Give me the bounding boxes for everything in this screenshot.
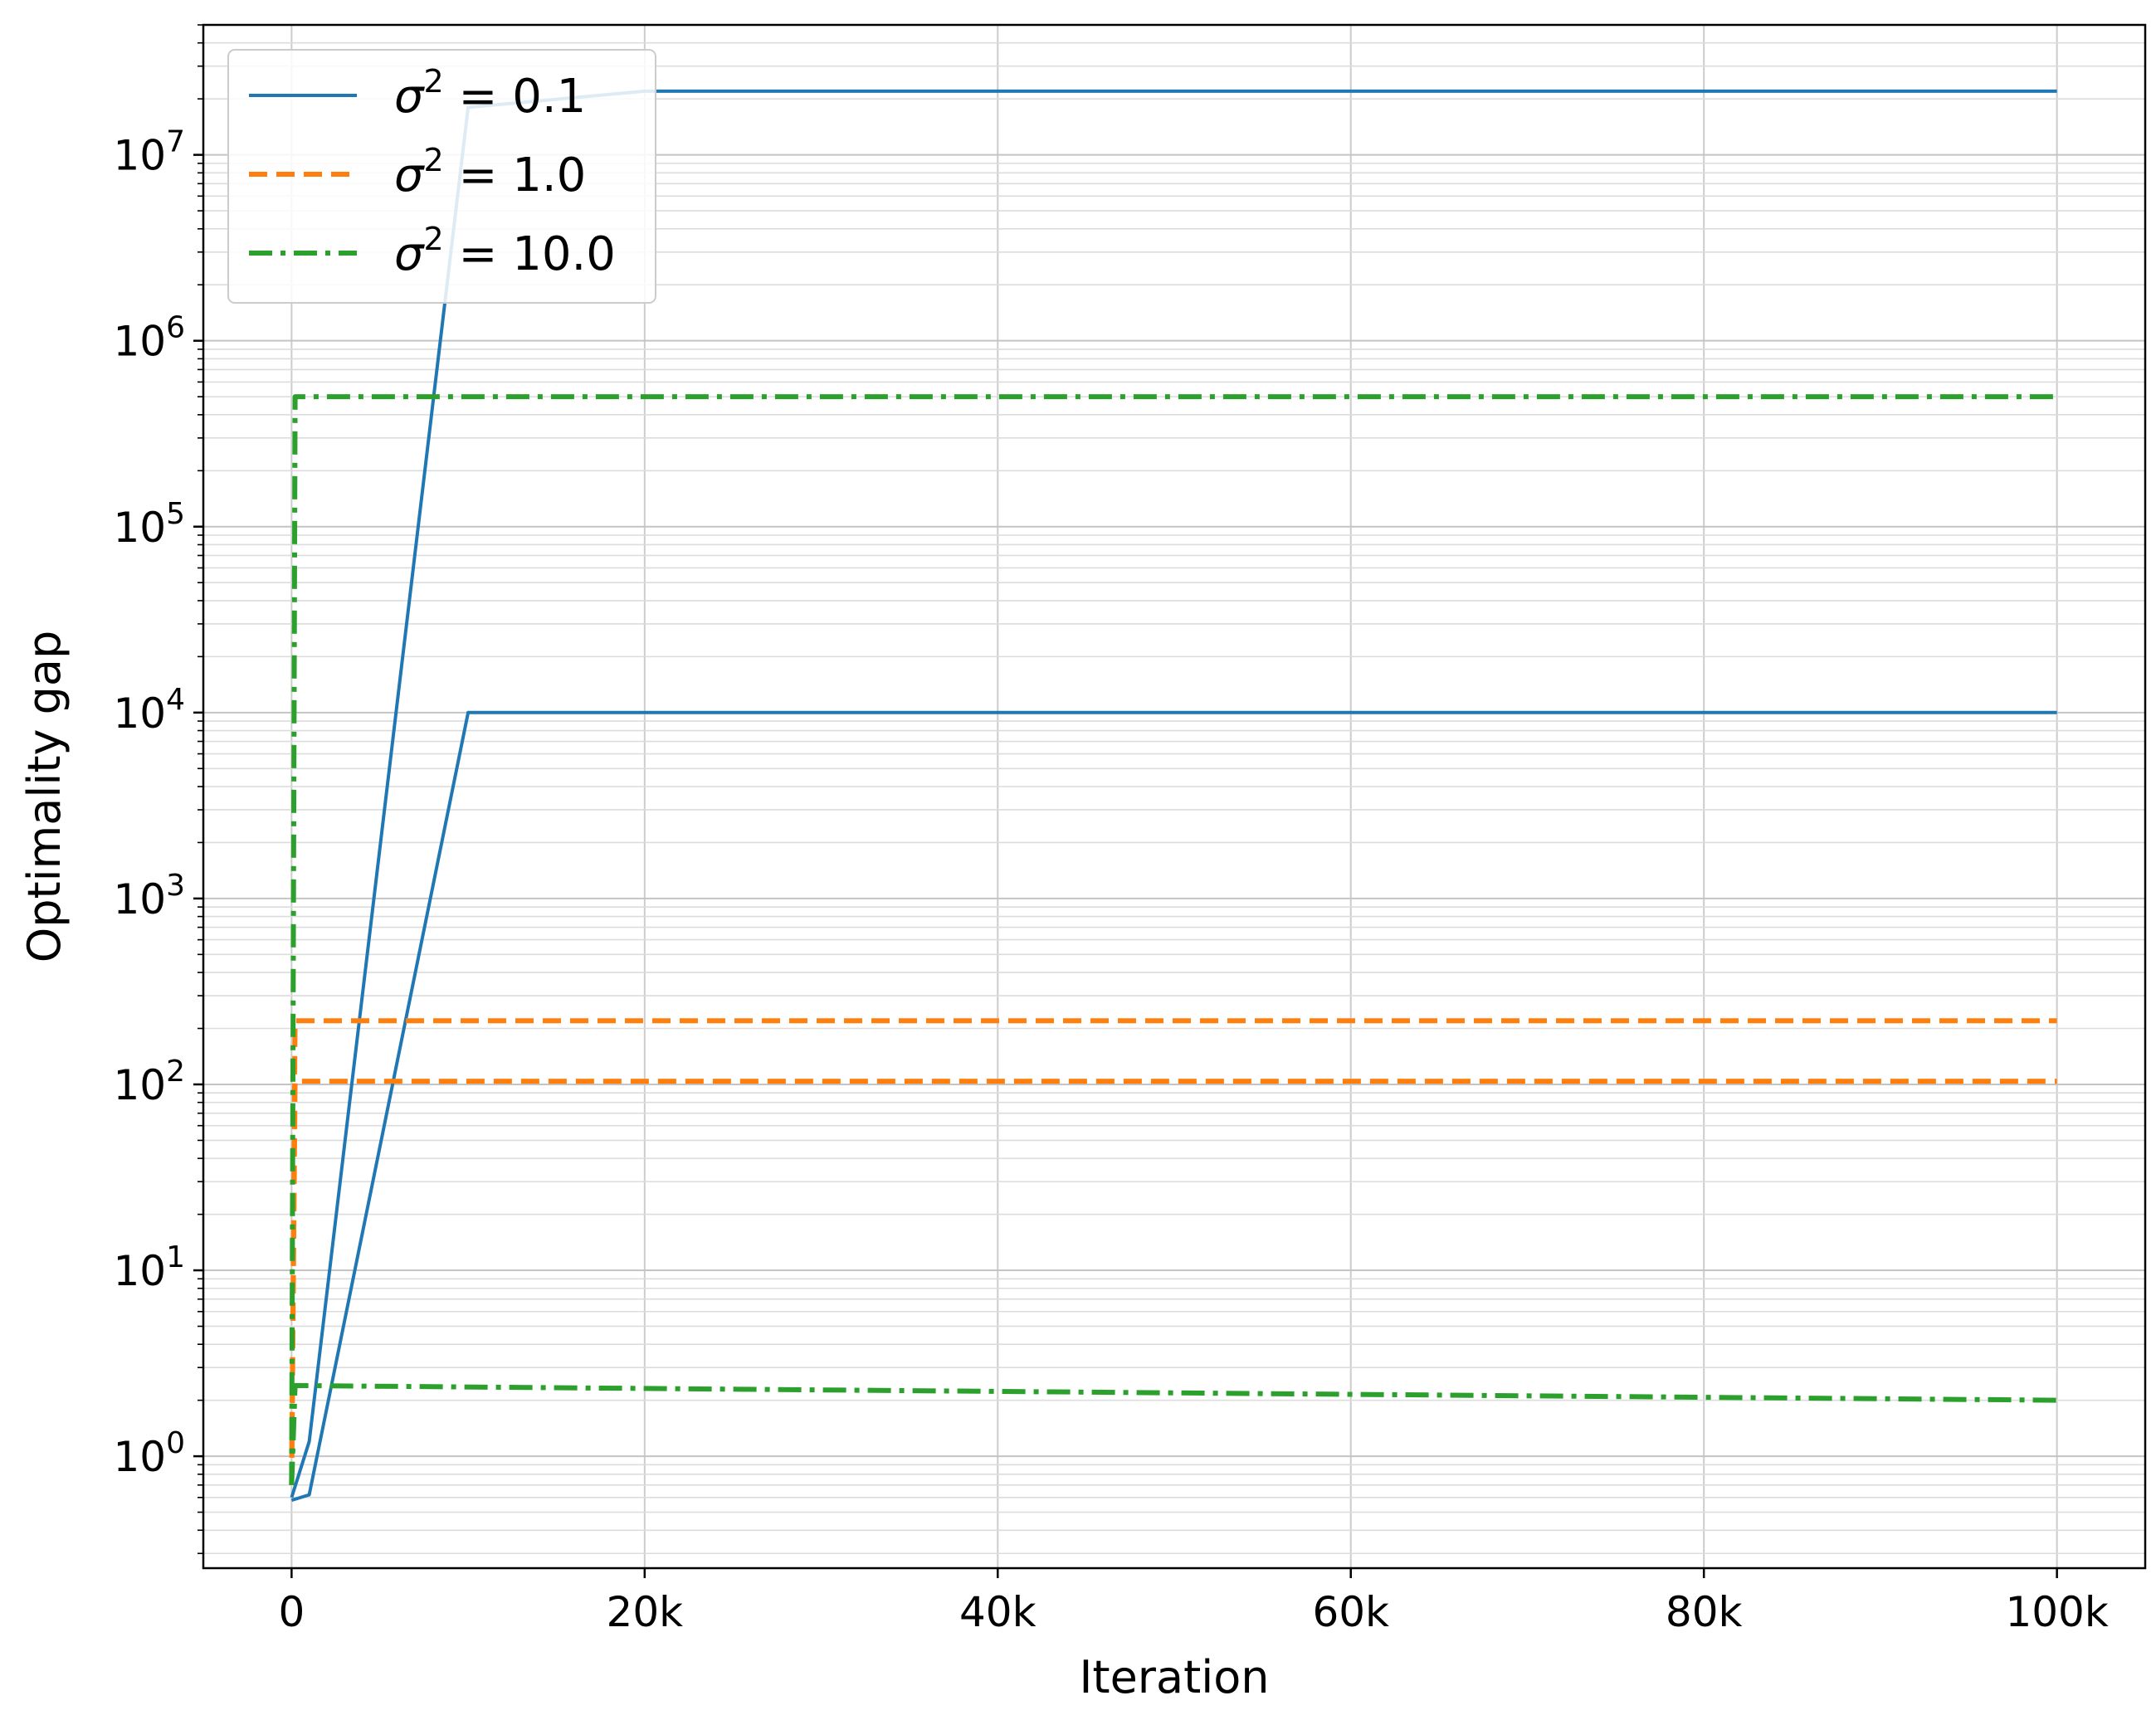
legend: σ2 = 0.1 σ2 = 1.0 σ2 = 10.0 (227, 49, 656, 304)
y-tick-label: 103 (113, 869, 185, 923)
x-axis-ticks: 0 20k 40k 60k 80k 100k (278, 1568, 2109, 1636)
series-line-4 (289, 394, 2057, 1485)
x-tick-label: 60k (1312, 1588, 1389, 1636)
y-tick-label: 107 (113, 125, 185, 180)
y-axis-label: Optimality gap (18, 631, 71, 963)
x-tick-label: 40k (959, 1588, 1037, 1636)
x-tick-label: 20k (607, 1588, 684, 1636)
legend-label-2: σ2 = 10.0 (394, 221, 616, 281)
x-tick-label: 0 (278, 1588, 305, 1636)
y-tick-label: 101 (113, 1240, 185, 1295)
series-line-1 (290, 710, 2057, 1503)
y-axis-ticks: 100 101 102 103 104 105 106 107 (113, 24, 203, 1555)
plot-frame (202, 23, 2147, 1570)
x-tick-label: 80k (1666, 1588, 1743, 1636)
y-tick-label: 106 (113, 311, 185, 366)
legend-label-1: σ2 = 1.0 (394, 142, 586, 202)
legend-box (227, 49, 656, 304)
x-tick-label: 100k (2005, 1588, 2108, 1636)
y-tick-label: 102 (113, 1055, 185, 1109)
y-tick-label: 104 (113, 683, 185, 738)
y-tick-label: 105 (113, 497, 185, 552)
y-tick-label: 100 (113, 1426, 185, 1481)
legend-label-0: σ2 = 0.1 (394, 63, 586, 124)
x-axis-label: Iteration (1079, 1651, 1269, 1703)
series-line-5 (289, 1382, 2057, 1485)
series-line-3 (289, 1079, 2057, 1485)
series-lines (289, 89, 2057, 1503)
